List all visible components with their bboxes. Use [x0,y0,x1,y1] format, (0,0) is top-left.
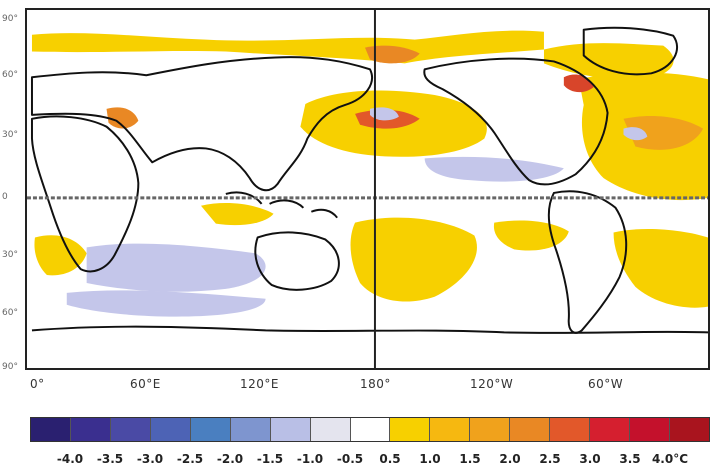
cool-anomaly-regions [66,107,648,317]
colorbar-tick-label: -0.5 [336,452,364,466]
east-pacific-warm [493,220,569,251]
colorbar-swatch [230,418,271,441]
colorbar-tick-label: 3.5 [619,452,641,466]
colorbar-tick-label: -2.0 [216,452,244,466]
colorbar-tick-label: -2.5 [176,452,204,466]
maritime-continent-outline [225,191,338,219]
lat-label-60s: 60° [2,308,18,318]
indian-ocean-warm [34,235,87,276]
lon-label-60e: 60°E [130,377,161,391]
colorbar-swatch [70,418,111,441]
lat-label-eq: 0 [2,192,8,202]
colorbar-swatch [430,418,471,441]
lat-label-30s: 30° [2,250,18,260]
lat-label-90n: 90° [2,14,18,24]
south-indian-cool [86,243,266,292]
tropical-pacific-cool [424,156,564,182]
colorbar-tick-label: 1.5 [459,452,481,466]
lon-label-120e: 120°E [240,377,279,391]
colorbar-swatch [390,418,431,441]
colorbar-tick-label: -3.0 [136,452,164,466]
map-panel [25,8,710,370]
north-atlantic-mid [623,116,704,150]
lon-label-60w: 60°W [588,377,624,391]
temperature-anomaly-map [27,10,708,368]
antarctica-outline [31,325,708,334]
pacific-cool-patch [369,107,399,121]
colorbar-swatch [270,418,311,441]
arctic-warm-band [31,30,544,64]
colorbar-swatch [670,418,709,441]
lon-label-0: 0° [30,377,45,391]
colorbar-swatch [510,418,551,441]
colorbar-swatch [110,418,151,441]
continent-outlines [30,26,708,334]
southern-ocean-cool [66,290,266,317]
colorbar-tick-label: 0.5 [379,452,401,466]
colorbar-tick-label: -3.5 [96,452,124,466]
colorbar-labels: -4.0 -3.5 -3.0 -2.5 -2.0 -1.5 -1.0 -0.5 0.5 1.0 1.… [0,452,710,470]
colorbar-tick-label: -1.0 [296,452,324,466]
colorbar-swatch [310,418,351,441]
colorbar-swatch [630,418,670,441]
colorbar-swatch [470,418,511,441]
lat-label-60n: 60° [2,70,18,80]
greenland-outline [582,26,679,76]
colorbar-swatch [150,418,191,441]
north-america-outline [423,57,609,186]
eurasia-outline [30,56,373,192]
greenland-warm [543,43,674,80]
colorbar-swatch [350,418,391,441]
colorbar-tick-label: 2.5 [539,452,561,466]
lon-label-120w: 120°W [470,377,514,391]
lat-label-30n: 30° [2,130,18,140]
colorbar-tick-label: 4.0°C [651,452,689,466]
south-pacific-warm [350,217,477,302]
australia-outline [254,231,340,291]
atlantic-cool [623,127,648,141]
colorbar-swatch [590,418,631,441]
lon-label-180: 180° [360,377,391,391]
colorbar-swatch [31,418,71,441]
lat-label-90s: 90° [2,362,18,372]
colorbar-tick-label: -4.0 [56,452,84,466]
south-atlantic-warm [613,228,708,308]
arctic-warm-core [365,45,420,64]
colorbar [30,417,710,442]
africa-outline [30,115,140,273]
east-asia-warm [106,107,139,129]
colorbar-tick-label: 2.0 [499,452,521,466]
colorbar-tick-label: 3.0 [579,452,601,466]
colorbar-tick-label: 1.0 [419,452,441,466]
colorbar-swatch [190,418,231,441]
maritime-warm [200,203,274,226]
colorbar-swatch [550,418,591,441]
south-america-outline [547,190,628,334]
colorbar-tick-label: -1.5 [256,452,284,466]
